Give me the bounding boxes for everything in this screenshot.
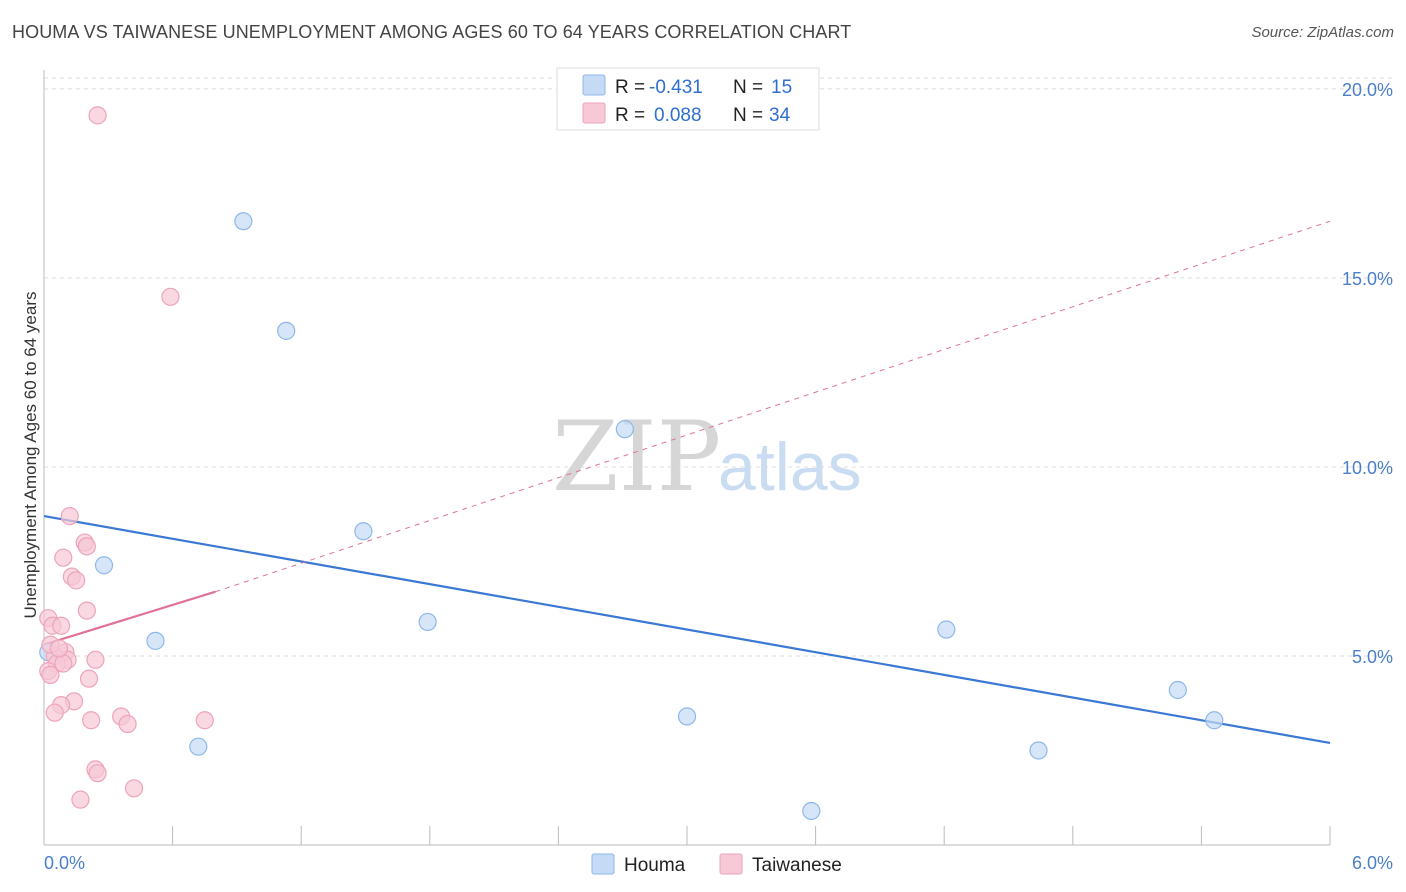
bottom-legend: Houma Taiwanese bbox=[591, 853, 842, 876]
legend-n-value-taiwanese: 34 bbox=[769, 105, 791, 126]
point-taiwanese bbox=[88, 106, 107, 125]
y-tick-label: 15.0% bbox=[1342, 269, 1393, 289]
legend-r-label-houma: R = bbox=[615, 77, 645, 98]
point-taiwanese bbox=[82, 711, 101, 730]
point-taiwanese bbox=[54, 548, 73, 567]
point-taiwanese bbox=[41, 665, 60, 684]
point-taiwanese bbox=[71, 790, 90, 809]
point-houma bbox=[1029, 741, 1048, 760]
point-taiwanese bbox=[195, 711, 214, 730]
point-houma bbox=[354, 522, 373, 541]
point-houma bbox=[94, 556, 114, 575]
legend-n-label-taiwanese: N = bbox=[733, 105, 763, 126]
x-tick-label: 0.0% bbox=[44, 853, 85, 873]
point-houma bbox=[802, 801, 821, 821]
point-houma bbox=[189, 737, 208, 756]
source-label: Source: ZipAtlas.com bbox=[1251, 24, 1394, 41]
chart-title: HOUMA VS TAIWANESE UNEMPLOYMENT AMONG AG… bbox=[12, 22, 852, 42]
y-tick-label: 5.0% bbox=[1352, 647, 1393, 667]
legend-swatch-houma bbox=[582, 74, 606, 96]
legend-r-value-taiwanese: 0.088 bbox=[654, 105, 702, 126]
x-tick-label: 6.0% bbox=[1352, 853, 1393, 873]
bottom-legend-swatch-taiwanese bbox=[719, 853, 743, 875]
legend-swatch-taiwanese bbox=[582, 102, 606, 124]
data-points bbox=[39, 106, 1224, 821]
point-houma bbox=[615, 420, 634, 439]
point-taiwanese bbox=[161, 287, 180, 306]
point-taiwanese bbox=[118, 714, 137, 734]
point-houma bbox=[677, 707, 697, 726]
point-houma bbox=[146, 631, 165, 650]
y-tick-labels: 5.0% 10.0% 15.0% 20.0% bbox=[1342, 80, 1393, 667]
point-taiwanese bbox=[45, 703, 64, 722]
trend-lines bbox=[43, 220, 1331, 745]
y-axis-label: Unemployment Among Ages 60 to 64 years bbox=[21, 292, 40, 619]
trend-line-taiwanese-dashed bbox=[215, 220, 1331, 593]
point-houma bbox=[418, 612, 437, 632]
point-taiwanese bbox=[124, 779, 144, 798]
point-taiwanese bbox=[79, 669, 99, 688]
point-houma bbox=[277, 321, 296, 340]
point-houma bbox=[937, 620, 956, 639]
y-tick-label: 10.0% bbox=[1342, 458, 1393, 478]
point-houma bbox=[234, 212, 253, 231]
legend-n-label-houma: N = bbox=[733, 77, 763, 98]
point-taiwanese bbox=[49, 639, 69, 658]
legend-r-value-houma: -0.431 bbox=[649, 77, 703, 98]
axes bbox=[43, 70, 1331, 846]
legend-box: R = -0.431 N = 15 R = 0.088 N = 34 bbox=[556, 67, 820, 131]
watermark-zip: ZIP bbox=[552, 401, 721, 513]
bottom-legend-label-taiwanese: Taiwanese bbox=[752, 855, 842, 876]
trend-line-houma bbox=[43, 515, 1331, 745]
trend-line-taiwanese-solid bbox=[43, 590, 216, 646]
point-taiwanese bbox=[88, 764, 107, 783]
point-houma bbox=[1205, 711, 1224, 730]
legend-r-label-taiwanese: R = bbox=[615, 105, 645, 126]
point-taiwanese bbox=[60, 506, 79, 526]
gridlines bbox=[44, 77, 1392, 657]
legend-n-value-houma: 15 bbox=[771, 77, 792, 98]
point-taiwanese bbox=[77, 537, 96, 556]
point-taiwanese bbox=[77, 601, 96, 620]
point-taiwanese bbox=[67, 571, 86, 590]
x-tick-labels: 0.0% 6.0% bbox=[44, 853, 1393, 873]
point-houma bbox=[1168, 680, 1187, 700]
bottom-legend-label-houma: Houma bbox=[624, 855, 686, 876]
point-taiwanese bbox=[86, 650, 105, 669]
point-taiwanese bbox=[52, 616, 71, 635]
y-tick-label: 20.0% bbox=[1342, 80, 1393, 100]
bottom-legend-swatch-houma bbox=[591, 853, 615, 875]
